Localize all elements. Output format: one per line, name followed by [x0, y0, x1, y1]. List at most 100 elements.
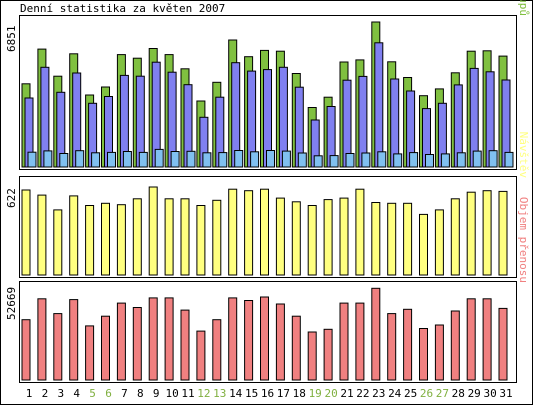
- visits-bar: [275, 197, 285, 276]
- visits-bar: [212, 199, 222, 276]
- panel-hits-bars: [21, 21, 514, 168]
- kbytes-bar: [498, 307, 508, 381]
- files-bar: [374, 42, 384, 168]
- pages-bar: [409, 152, 419, 168]
- pages-bar: [43, 150, 53, 168]
- kbytes-bar: [132, 307, 142, 381]
- kbytes-bar: [450, 310, 460, 381]
- kbytes-bar: [387, 313, 397, 381]
- pages-bar: [361, 152, 371, 168]
- panel-kbytes-legend: Objem přenosu: [517, 197, 530, 283]
- chart-title: Denní statistika za květen 2007: [20, 2, 225, 15]
- pages-bar: [329, 155, 339, 168]
- panel-kbytes-frame: [19, 281, 517, 383]
- x-tick-label: 25: [404, 387, 417, 400]
- kbytes-bar: [69, 299, 79, 381]
- pages-bar: [281, 150, 291, 168]
- x-tick-label: 30: [483, 387, 496, 400]
- kbytes-bar: [196, 330, 206, 381]
- kbytes-bar: [148, 297, 158, 381]
- pages-bar: [138, 151, 148, 168]
- legend-entry: Objem přenosu: [517, 197, 530, 283]
- x-tick-label: 1: [26, 387, 33, 400]
- kbytes-bar: [291, 315, 301, 381]
- kbytes-bar: [323, 328, 333, 381]
- kbytes-bar: [339, 302, 349, 381]
- pages-bar: [27, 151, 37, 168]
- legend-entry: Přístupů: [517, 0, 530, 16]
- pages-bar: [218, 152, 228, 168]
- kbytes-bar: [307, 331, 317, 381]
- visits-bar: [21, 189, 31, 276]
- pages-bar: [377, 151, 387, 168]
- x-tick-label: 14: [229, 387, 243, 400]
- x-tick-label: 28: [452, 387, 465, 400]
- x-tick-label: 3: [57, 387, 64, 400]
- x-tick-label: 26: [420, 387, 433, 400]
- pages-bar: [313, 155, 323, 168]
- visits-bar: [355, 188, 365, 276]
- x-tick-label: 21: [340, 387, 353, 400]
- visits-bar: [498, 190, 508, 276]
- visits-bar: [403, 202, 413, 276]
- x-tick-label: 31: [499, 387, 512, 400]
- x-tick-label: 8: [137, 387, 144, 400]
- kbytes-bar: [101, 315, 110, 381]
- pages-bar: [425, 154, 434, 168]
- visits-bar: [307, 205, 317, 276]
- x-tick-label: 18: [293, 387, 306, 400]
- visits-bar: [339, 197, 349, 276]
- x-tick-label: 23: [372, 387, 385, 400]
- visits-bar: [101, 202, 110, 276]
- kbytes-bar: [180, 309, 190, 381]
- pages-bar: [504, 151, 514, 168]
- kbytes-bar: [164, 297, 174, 381]
- visits-bar: [196, 205, 206, 276]
- visits-bar: [180, 198, 190, 276]
- pages-bar: [75, 150, 85, 168]
- x-tick-label: 15: [245, 387, 258, 400]
- x-tick-label: 27: [436, 387, 449, 400]
- x-tick-label: 6: [105, 387, 112, 400]
- pages-bar: [297, 152, 307, 168]
- x-tick-label: 4: [73, 387, 80, 400]
- kbytes-bar: [419, 328, 428, 381]
- pages-bar: [186, 150, 196, 168]
- visits-bar: [85, 205, 95, 276]
- visits-bar: [387, 202, 397, 276]
- visits-bar: [164, 198, 174, 276]
- visits-bar: [69, 195, 79, 276]
- x-tick-label: 16: [261, 387, 274, 400]
- x-tick-label: 7: [121, 387, 128, 400]
- visits-bar: [371, 202, 381, 276]
- x-tick-label: 5: [89, 387, 96, 400]
- kbytes-bar: [228, 297, 238, 381]
- pages-bar: [202, 152, 212, 168]
- panel-hits-max-label: 6851: [5, 26, 18, 53]
- visits-bar: [244, 190, 254, 276]
- pages-bar: [440, 153, 450, 168]
- x-tick-label: 20: [324, 387, 337, 400]
- x-tick-label: 12: [197, 387, 210, 400]
- visits-bar: [291, 201, 301, 276]
- panel-kbytes-max-label: 52669: [5, 287, 18, 320]
- x-tick-label: 10: [165, 387, 178, 400]
- kbytes-bar: [275, 303, 285, 381]
- x-tick-label: 9: [153, 387, 160, 400]
- pages-bar: [472, 150, 482, 168]
- visits-bar: [148, 186, 158, 276]
- pages-bar: [122, 151, 132, 168]
- kbytes-bar: [21, 319, 31, 381]
- x-axis-labels: 1 2 3 4 5 6 7 8 9 10 11 12 13 14 15 16 17 18 19 20 21 22 23 24 2…: [26, 387, 513, 400]
- pages-bar: [250, 151, 260, 168]
- pages-bar: [345, 153, 355, 168]
- pages-bar: [393, 153, 403, 168]
- pages-bar: [154, 148, 164, 168]
- panel-visits-legend: Návštěv: [517, 132, 530, 179]
- kbytes-bar: [466, 298, 476, 381]
- pages-bar: [456, 152, 466, 168]
- kbytes-bar: [434, 324, 444, 381]
- visits-bar: [132, 198, 142, 276]
